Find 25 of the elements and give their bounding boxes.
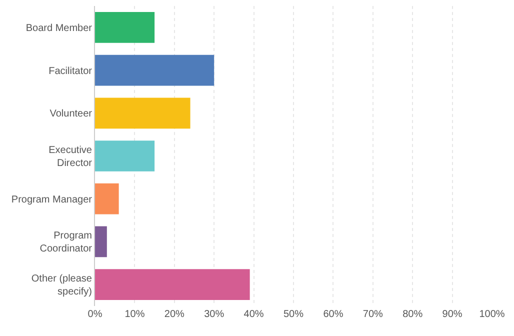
bar [95,54,214,86]
bar [95,140,155,172]
y-tick-label: Facilitator [48,66,93,77]
bar [95,269,250,300]
bar [95,98,190,129]
x-tick-label: 0% [88,309,102,320]
y-tick-label: Other (please specify) [31,274,92,298]
y-tick-label: Executive Director [48,145,93,169]
y-tick-label: Volunteer [50,108,93,120]
bar [95,183,119,214]
y-tick-label: Program Manager [11,194,93,206]
x-tick-label: 10% [124,309,145,320]
y-tick-label: Board Member [26,22,93,34]
x-tick-label: 40% [244,309,264,320]
x-tick-label: 90% [442,309,462,320]
x-tick-label: 60% [323,309,344,320]
bar [95,12,155,43]
x-tick-label: 80% [402,309,423,320]
x-tick-label: 20% [164,309,185,320]
x-tick-label: 50% [283,309,304,320]
y-tick-label: Program Coordinator [40,230,93,255]
x-tick-label: 70% [362,309,384,320]
x-tick-label: 100% [479,309,505,320]
bar [95,226,107,258]
x-tick-label: 30% [204,309,224,320]
